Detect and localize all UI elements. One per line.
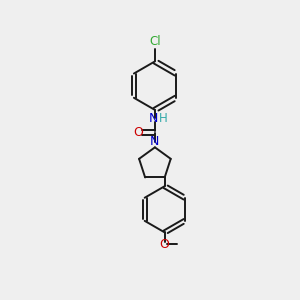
Text: N: N [148, 112, 158, 125]
Text: O: O [160, 238, 170, 251]
Text: H: H [159, 112, 168, 125]
Text: O: O [133, 126, 143, 139]
Text: Cl: Cl [149, 34, 161, 47]
Text: N: N [150, 135, 160, 148]
